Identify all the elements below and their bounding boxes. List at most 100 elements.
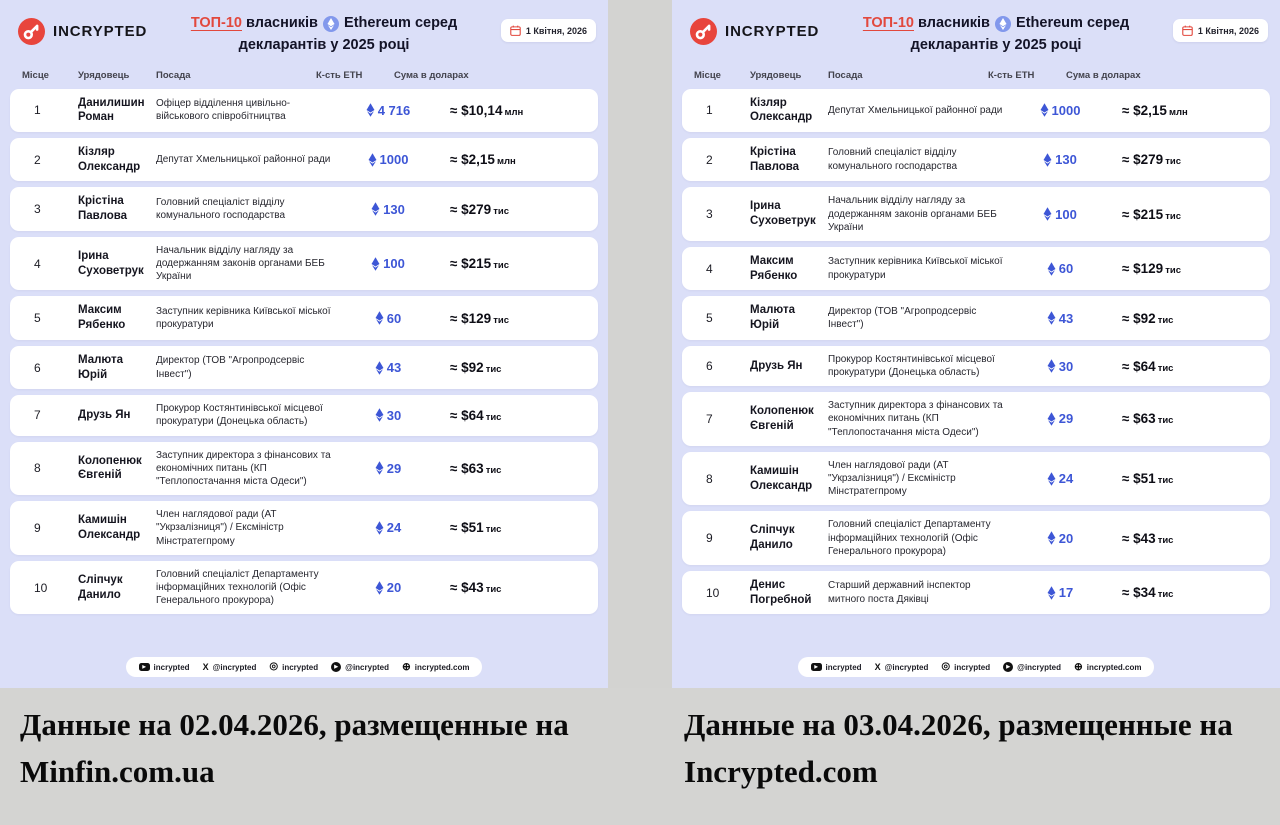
usd-amount: ≈ $51 <box>1122 471 1156 487</box>
usd-amount-cell: ≈ $64 тис <box>434 408 598 423</box>
rank-number: 1 <box>706 103 713 118</box>
ethereum-icon <box>1047 359 1056 373</box>
title-text-line2: декларантів у 2025 році <box>910 36 1082 53</box>
eth-amount: 30 <box>1058 358 1074 374</box>
col-position: Посада <box>828 69 863 81</box>
official-name: Данилишин Роман <box>78 96 145 124</box>
social-bar: incrypted @incrypted incrypted @incrypted in… <box>797 657 1155 677</box>
usd-unit: тис <box>485 364 502 376</box>
globe-icon <box>1074 662 1083 672</box>
usd-amount: ≈ $92 <box>1122 310 1156 326</box>
usd-amount: ≈ $34 <box>1122 585 1156 601</box>
usd-unit: тис <box>1157 475 1174 487</box>
eth-amount-cell: 60 <box>1014 261 1106 276</box>
ethereum-icon <box>375 521 384 535</box>
social-link-youtube[interactable]: incrypted <box>138 663 190 672</box>
panel-header: INCRYPTED ТОП-10 власників Ethereum сере… <box>0 0 608 61</box>
social-label: @incrypted <box>884 662 929 672</box>
official-position: Депутат Хмельницької районної ради <box>828 104 1003 116</box>
table-row: 1 Данилишин Роман Офіцер відділення циві… <box>10 88 598 132</box>
table-row: 6 Малюта Юрій Директор (ТОВ "Агропродсер… <box>10 345 598 390</box>
social-link-globe[interactable]: incrypted.com <box>1074 662 1142 672</box>
eth-amount-cell: 30 <box>342 408 434 423</box>
title-text-line2: декларантів у 2025 році <box>238 36 410 53</box>
usd-amount-cell: ≈ $129 тис <box>1106 261 1270 276</box>
table-row: 2 Крістіна Павлова Головний спеціаліст в… <box>682 137 1270 182</box>
eth-amount: 1000 <box>1051 102 1081 118</box>
eth-amount-cell: 1000 <box>342 152 434 167</box>
table-row: 2 Кізляр Олександр Депутат Хмельницької … <box>10 137 598 182</box>
x-icon <box>875 662 881 672</box>
social-link-youtube[interactable]: incrypted <box>810 663 862 672</box>
official-position: Заступник директора з фінансових та екон… <box>156 449 331 487</box>
official-name: Максим Рябенко <box>78 304 126 332</box>
table-row: 5 Максим Рябенко Заступник керівника Киї… <box>10 296 598 340</box>
ethereum-icon <box>366 103 375 117</box>
eth-amount: 43 <box>386 360 402 376</box>
usd-amount-cell: ≈ $43 тис <box>434 580 598 595</box>
usd-amount: ≈ $129 <box>1122 261 1164 277</box>
usd-amount-cell: ≈ $215 тис <box>434 256 598 271</box>
table-row: 5 Малюта Юрій Директор (ТОВ "Агропродсер… <box>682 296 1270 340</box>
ethereum-icon <box>1047 471 1056 486</box>
eth-amount-cell: 100 <box>1014 207 1106 222</box>
table-rows: 1 Данилишин Роман Офіцер відділення циві… <box>0 86 608 651</box>
rank-number: 3 <box>34 202 41 217</box>
eth-amount-cell: 43 <box>342 360 434 375</box>
usd-amount-cell: ≈ $215 тис <box>1106 207 1270 222</box>
title-highlight: ТОП-10 <box>862 15 914 31</box>
col-place: Місце <box>22 69 49 81</box>
social-label: incrypted.com <box>414 662 470 672</box>
column-headers: Місце Урядовець Посада К-сть ETH Сума в … <box>0 61 608 86</box>
infographic-panel-incrypted: INCRYPTED ТОП-10 власників Ethereum сере… <box>672 0 1280 688</box>
left-half: INCRYPTED ТОП-10 власників Ethereum сере… <box>0 0 640 688</box>
rank-number: 7 <box>34 408 41 423</box>
eth-amount: 20 <box>386 580 402 596</box>
incrypted-key-icon <box>18 18 45 45</box>
ethereum-icon <box>999 18 1007 30</box>
table-rows: 1 Кізляр Олександр Депутат Хмельницької … <box>672 86 1280 651</box>
official-name: Крістіна Павлова <box>78 195 128 223</box>
usd-unit: млн <box>504 106 524 118</box>
eth-amount-cell: 20 <box>342 580 434 595</box>
official-name: Сліпчук Данило <box>78 573 123 601</box>
social-link-globe[interactable]: incrypted.com <box>402 662 470 672</box>
youtube-icon <box>138 663 150 671</box>
col-place: Місце <box>694 69 721 81</box>
eth-amount-cell: 29 <box>342 461 434 476</box>
title-highlight: ТОП-10 <box>190 15 242 31</box>
official-position: Офіцер відділення цивільно-військового с… <box>156 98 291 123</box>
social-link-telegram[interactable]: @incrypted <box>331 662 389 672</box>
official-position: Директор (ТОВ "Агропродсервіс Інвест") <box>156 355 305 380</box>
social-link-telegram[interactable]: @incrypted <box>1003 662 1061 672</box>
usd-unit: тис <box>485 464 502 476</box>
ethereum-icon <box>327 18 335 30</box>
caption-incrypted: Данные на 03.04.2026, размещенные на Inc… <box>684 707 1233 789</box>
social-link-x[interactable]: @incrypted <box>203 662 257 672</box>
rank-number: 4 <box>34 256 41 271</box>
usd-unit: млн <box>496 156 516 168</box>
ethereum-icon <box>375 580 384 595</box>
telegram-icon <box>331 662 342 672</box>
eth-amount-cell: 130 <box>1014 152 1106 167</box>
official-position: Член наглядової ради (АТ "Укрзалізниця")… <box>156 509 284 547</box>
eth-amount: 20 <box>1058 530 1074 546</box>
social-link-instagram[interactable]: incrypted <box>941 662 990 672</box>
usd-unit: тис <box>1157 415 1174 427</box>
usd-amount-cell: ≈ $43 тис <box>1106 531 1270 546</box>
infographic-panel-minfin: INCRYPTED ТОП-10 власників Ethereum сере… <box>0 0 608 688</box>
social-bar: incrypted @incrypted incrypted @incrypted in… <box>125 657 483 677</box>
eth-amount-cell: 17 <box>1014 585 1106 600</box>
brand-name: INCRYPTED <box>725 23 820 40</box>
usd-amount-cell: ≈ $2,15 млн <box>434 152 598 167</box>
table-row: 8 Колопенюк Євгеній Заступник директора … <box>10 441 598 496</box>
usd-amount-cell: ≈ $2,15 млн <box>1106 103 1270 118</box>
official-position: Начальник відділу нагляду за додержанням… <box>828 195 997 233</box>
usd-amount-cell: ≈ $51 тис <box>434 520 598 535</box>
eth-amount-cell: 100 <box>342 256 434 271</box>
social-link-x[interactable]: @incrypted <box>875 662 929 672</box>
official-name: Друзь Ян <box>750 359 803 372</box>
social-link-instagram[interactable]: incrypted <box>269 662 318 672</box>
rank-number: 10 <box>706 585 720 600</box>
